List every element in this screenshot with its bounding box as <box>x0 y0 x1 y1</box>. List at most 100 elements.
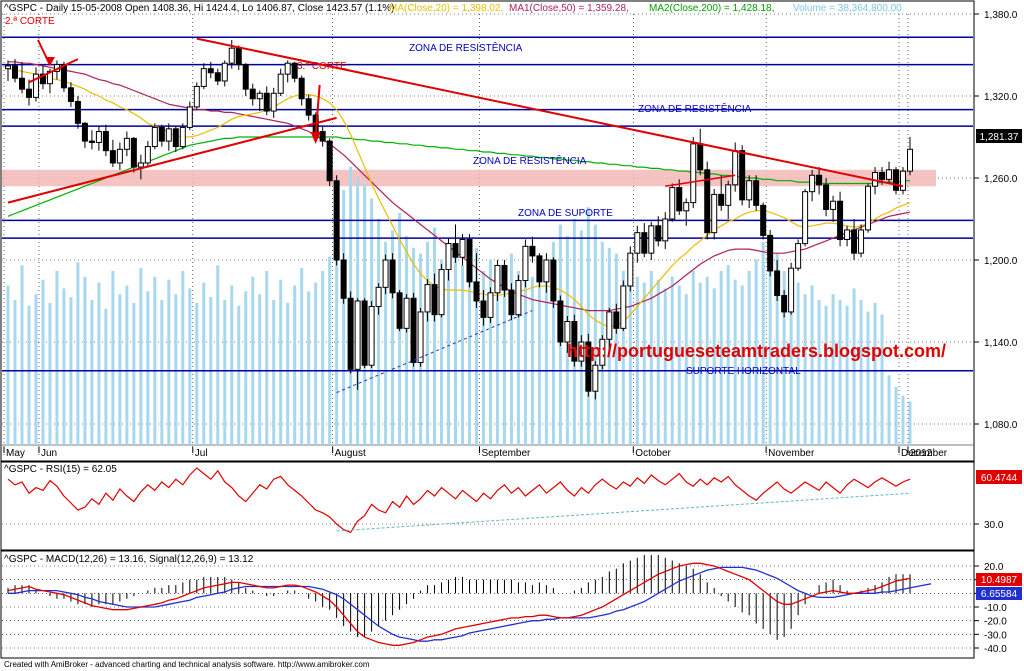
rsi-panel-frame <box>0 461 975 551</box>
candle-bear <box>452 243 459 258</box>
candle-bear <box>466 239 473 283</box>
volume-bar <box>111 271 115 445</box>
candle-bear <box>704 169 711 234</box>
volume-bar <box>328 256 332 445</box>
volume-bar <box>880 314 884 445</box>
candle-bear <box>431 284 438 316</box>
volume-bar <box>230 285 234 445</box>
price-tick-label: 1,320.0 <box>984 92 1018 103</box>
price-tick-label: 1,080.0 <box>984 420 1018 431</box>
candle-bear <box>879 172 886 180</box>
candle-bear <box>81 122 88 142</box>
ma50-line <box>8 61 911 312</box>
volume-bar <box>223 300 227 445</box>
volume-bar <box>76 262 80 445</box>
volume-bar <box>279 279 283 445</box>
candle-bull <box>228 47 235 64</box>
volume-bar <box>426 242 430 445</box>
candle-bull <box>116 148 123 164</box>
volume-bar <box>125 285 129 445</box>
volume-bar <box>838 300 842 445</box>
volume-bar <box>342 189 346 445</box>
candle-bear <box>480 300 487 318</box>
corte-3-label: 3.ª CORTE <box>297 61 347 72</box>
month-label: Jun <box>41 448 57 459</box>
volume-bar <box>523 262 527 445</box>
corte-2-label: 2.ª CORTE <box>5 16 55 27</box>
candle-bull <box>809 174 816 193</box>
volume-bar <box>761 242 765 445</box>
candle-bull <box>95 131 102 143</box>
candle-bull <box>634 232 641 254</box>
ma200-line <box>7 136 910 217</box>
candle-bear <box>613 311 620 329</box>
volume-bar <box>97 282 101 445</box>
volume-bar <box>181 271 185 445</box>
volume-bar <box>509 253 513 445</box>
volume-bar <box>195 302 199 445</box>
candle-bull <box>179 126 186 148</box>
volume-bar <box>782 271 786 445</box>
rsi-value-tag <box>976 470 1022 484</box>
candle-bear <box>214 72 221 82</box>
volume-bar <box>167 279 171 445</box>
candle-bear <box>263 92 270 112</box>
volume-bar <box>642 282 646 445</box>
candle-bull <box>403 297 410 329</box>
volume-bar <box>20 265 24 445</box>
candle-bear <box>158 126 165 142</box>
volume-bar <box>649 271 653 445</box>
corte2-arrowhead <box>44 57 55 66</box>
volume-bar <box>160 300 164 445</box>
candle-bull <box>417 311 424 363</box>
volume-bar <box>202 282 206 445</box>
macd-tick-label: -40.0 <box>984 644 1007 655</box>
signal-line <box>8 566 932 642</box>
volume-bar <box>321 271 325 445</box>
volume-bar <box>55 271 59 445</box>
volume-bar <box>691 271 695 445</box>
candle-bull <box>144 146 151 164</box>
candle-bear <box>207 68 214 74</box>
candle-bear <box>389 259 396 294</box>
volume-bar <box>845 305 849 445</box>
last-price-tag <box>976 129 1022 143</box>
candle-bull <box>669 187 676 220</box>
candle-bear <box>767 234 774 272</box>
candle-bear <box>893 169 900 191</box>
volume-bar <box>34 294 38 445</box>
zone-resistance-1: ZONA DE RESISTÊNCIA <box>409 41 523 54</box>
volume-bar <box>153 276 157 445</box>
candle-bull <box>732 150 739 186</box>
volume-bar <box>502 265 506 445</box>
price-tick-label: 1,140.0 <box>984 338 1018 349</box>
resistance-band-rect <box>2 169 936 187</box>
price-tick-label: 1,260.0 <box>984 174 1018 185</box>
candle-bull <box>32 73 39 98</box>
red-short-line <box>665 174 736 187</box>
candle-bear <box>550 259 557 302</box>
candle-bull <box>844 229 851 241</box>
volume-bar <box>237 305 241 445</box>
corte2-trend <box>28 58 79 84</box>
candle-bear <box>536 255 543 283</box>
volume-bar <box>719 271 723 445</box>
candle-bear <box>655 225 662 242</box>
candle-bull <box>711 193 718 234</box>
candle-bull <box>459 239 466 258</box>
candle-bull <box>270 92 277 112</box>
volume-bar <box>789 276 793 445</box>
resistance-band <box>2 169 936 187</box>
volume-bar <box>684 294 688 445</box>
header-symbol: ^GSPC - Daily 15-05-2008 Open 1408.36, H… <box>4 3 395 14</box>
volume-bar <box>104 308 108 445</box>
candle-bear <box>109 150 116 164</box>
volume-bar <box>495 276 499 445</box>
candle-bear <box>753 180 760 206</box>
volume-bar <box>796 282 800 445</box>
volume-bar <box>216 265 220 445</box>
signal-value: 6.65584 <box>981 589 1018 600</box>
volume-bar <box>314 282 318 445</box>
candle-bull <box>725 184 732 206</box>
candle-bull <box>858 229 865 254</box>
